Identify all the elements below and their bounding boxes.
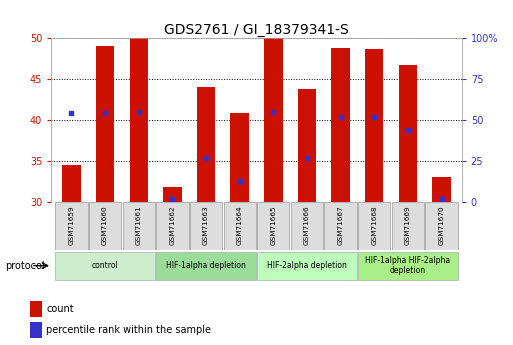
- Text: GSM71662: GSM71662: [169, 206, 175, 245]
- Text: GSM71668: GSM71668: [371, 206, 377, 245]
- Bar: [324, 202, 357, 250]
- Text: GSM71661: GSM71661: [136, 206, 142, 245]
- Bar: [190, 202, 222, 250]
- Bar: [392, 202, 424, 250]
- Title: GDS2761 / GI_18379341-S: GDS2761 / GI_18379341-S: [164, 23, 349, 37]
- Bar: [399, 65, 417, 202]
- Bar: [123, 202, 155, 250]
- Bar: [197, 87, 215, 202]
- Bar: [156, 252, 256, 279]
- Bar: [62, 165, 81, 202]
- Bar: [358, 202, 390, 250]
- Text: GSM71667: GSM71667: [338, 206, 344, 245]
- Bar: [331, 48, 350, 202]
- Bar: [129, 38, 148, 202]
- Text: GSM71669: GSM71669: [405, 206, 411, 245]
- Bar: [432, 177, 451, 202]
- Bar: [89, 202, 121, 250]
- Bar: [156, 202, 189, 250]
- Text: GSM71670: GSM71670: [439, 206, 445, 245]
- Text: percentile rank within the sample: percentile rank within the sample: [46, 325, 211, 335]
- Bar: [163, 187, 182, 202]
- Text: HIF-1alpha HIF-2alpha
depletion: HIF-1alpha HIF-2alpha depletion: [365, 256, 450, 275]
- Text: GSM71659: GSM71659: [68, 206, 74, 245]
- Text: control: control: [92, 261, 119, 270]
- Bar: [257, 252, 357, 279]
- Bar: [30, 301, 42, 317]
- Bar: [224, 202, 256, 250]
- Bar: [55, 202, 88, 250]
- Bar: [30, 322, 42, 338]
- Bar: [257, 202, 289, 250]
- Text: GSM71664: GSM71664: [236, 206, 243, 245]
- Text: protocol: protocol: [5, 261, 45, 270]
- Bar: [298, 89, 316, 202]
- Text: GSM71660: GSM71660: [102, 206, 108, 245]
- Bar: [425, 202, 458, 250]
- Text: HIF-2alpha depletion: HIF-2alpha depletion: [267, 261, 347, 270]
- Text: GSM71666: GSM71666: [304, 206, 310, 245]
- Text: GSM71663: GSM71663: [203, 206, 209, 245]
- Bar: [55, 252, 155, 279]
- Bar: [230, 113, 249, 202]
- Bar: [96, 46, 114, 202]
- Text: HIF-1alpha depletion: HIF-1alpha depletion: [166, 261, 246, 270]
- Bar: [358, 252, 458, 279]
- Text: count: count: [46, 304, 74, 314]
- Bar: [365, 49, 384, 202]
- Bar: [291, 202, 323, 250]
- Bar: [264, 38, 283, 202]
- Text: GSM71665: GSM71665: [270, 206, 277, 245]
